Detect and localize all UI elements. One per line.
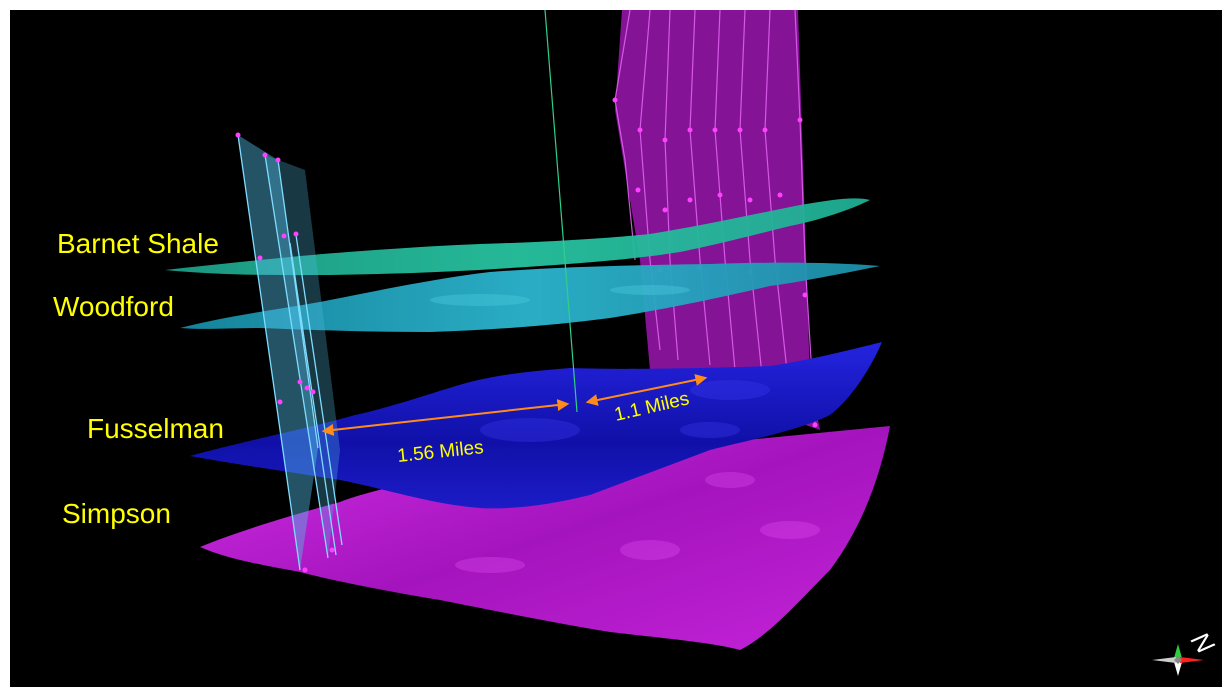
label-fusselman: Fusselman [87,413,224,444]
barnet-shale-surface [165,198,870,276]
label-simpson: Simpson [62,498,171,529]
3d-viewport[interactable]: 1.56 Miles 1.1 Miles N Barnet Shale Wood… [10,10,1222,687]
geologic-model-scene: 1.56 Miles 1.1 Miles N [165,10,1221,676]
compass-icon[interactable]: N [1152,626,1221,676]
central-well [544,10,578,413]
label-barnet-shale: Barnet Shale [57,228,219,259]
label-woodford: Woodford [53,291,174,322]
compass-north-label: N [1185,626,1220,659]
west-fault-surface [235,132,343,573]
distance-arrow-2 [585,374,708,406]
simpson-surface [200,426,890,650]
distance-arrow-1 [321,399,570,436]
east-fault-surface [612,10,820,430]
woodford-surface [180,262,880,332]
